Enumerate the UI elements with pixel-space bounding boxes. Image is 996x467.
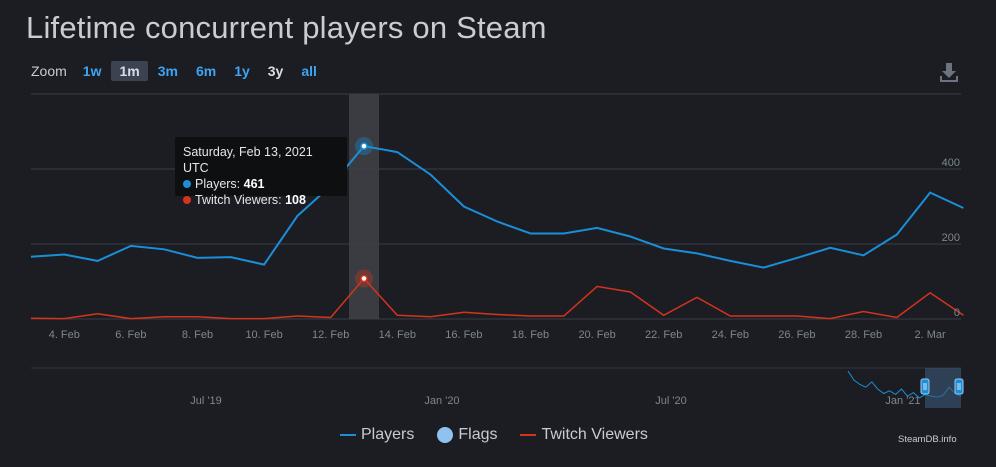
tooltip-twitch-row: Twitch Viewers: 108 bbox=[183, 192, 339, 208]
legend-label-flags: Flags bbox=[458, 426, 498, 443]
zoom-all-button[interactable]: all bbox=[301, 63, 317, 79]
series-line-twitch-viewers bbox=[30, 277, 964, 320]
y-tick-label: 0 bbox=[954, 307, 960, 319]
navigator-x-label: Jan '20 bbox=[424, 395, 459, 407]
zoom-1w-button[interactable]: 1w bbox=[82, 63, 102, 79]
tooltip-twitch-value: 108 bbox=[285, 193, 306, 207]
navigator-x-label: Jan '21 bbox=[885, 395, 920, 407]
players-dot-icon bbox=[183, 180, 191, 188]
zoom-label: Zoom bbox=[31, 63, 67, 79]
legend-item-flags[interactable]: Flags bbox=[437, 426, 497, 444]
x-tick-label: 8. Feb bbox=[182, 329, 213, 341]
tooltip-players-value: 461 bbox=[243, 177, 265, 191]
highlight-point bbox=[360, 142, 368, 150]
x-tick-label: 14. Feb bbox=[379, 329, 416, 341]
zoom-1y-button[interactable]: 1y bbox=[234, 63, 250, 79]
zoom-3y-button[interactable]: 3y bbox=[267, 63, 284, 79]
navigator-x-label: Jul '20 bbox=[655, 395, 686, 407]
x-tick-label: 2. Mar bbox=[915, 329, 947, 341]
x-tick-label: 4. Feb bbox=[49, 329, 80, 341]
legend-label-players: Players bbox=[361, 426, 415, 443]
download-icon[interactable] bbox=[937, 60, 961, 84]
zoom-3m-button[interactable]: 3m bbox=[157, 63, 178, 79]
page-title: Lifetime concurrent players on Steam bbox=[26, 10, 547, 45]
y-tick-label: 200 bbox=[942, 232, 960, 244]
series-line-players bbox=[30, 145, 964, 269]
x-tick-label: 6. Feb bbox=[115, 329, 146, 341]
x-tick-label: 18. Feb bbox=[512, 329, 549, 341]
y-tick-label: 400 bbox=[942, 157, 960, 169]
legend-item-twitch[interactable]: Twitch Viewers bbox=[520, 426, 648, 444]
tooltip-players-label: Players: bbox=[195, 177, 241, 191]
navigator-handle[interactable] bbox=[954, 378, 964, 395]
tooltip-players-row: Players: 461 bbox=[183, 176, 339, 192]
x-tick-label: 28. Feb bbox=[845, 329, 882, 341]
x-tick-label: 16. Feb bbox=[445, 329, 482, 341]
legend: Players Flags Twitch Viewers bbox=[340, 425, 671, 445]
legend-label-twitch: Twitch Viewers bbox=[541, 426, 648, 443]
tooltip: Saturday, Feb 13, 2021 UTC Players: 461 … bbox=[175, 137, 347, 207]
zoom-1m-button[interactable]: 1m bbox=[111, 61, 148, 81]
legend-item-players[interactable]: Players bbox=[340, 426, 414, 444]
x-tick-label: 12. Feb bbox=[312, 329, 349, 341]
highlight-point bbox=[360, 274, 368, 283]
twitch-dot-icon bbox=[183, 196, 191, 204]
navigator-x-label: Jul '19 bbox=[190, 395, 221, 407]
navigator-handle[interactable] bbox=[920, 378, 930, 395]
x-tick-label: 24. Feb bbox=[712, 329, 749, 341]
x-tick-label: 26. Feb bbox=[778, 329, 815, 341]
zoom-6m-button[interactable]: 6m bbox=[195, 63, 217, 79]
credit: SteamDB.info bbox=[898, 434, 957, 445]
x-tick-label: 10. Feb bbox=[245, 329, 282, 341]
legend-line-icon bbox=[340, 434, 356, 436]
zoom-bar: Zoom 1w 1m 3m 6m 1y 3y all bbox=[31, 60, 327, 82]
x-tick-label: 22. Feb bbox=[645, 329, 682, 341]
tooltip-date: Saturday, Feb 13, 2021 UTC bbox=[183, 145, 313, 175]
x-tick-label: 20. Feb bbox=[578, 329, 615, 341]
legend-line-icon bbox=[520, 434, 537, 436]
tooltip-twitch-label: Twitch Viewers: bbox=[195, 193, 282, 207]
legend-dot-icon bbox=[437, 427, 454, 443]
